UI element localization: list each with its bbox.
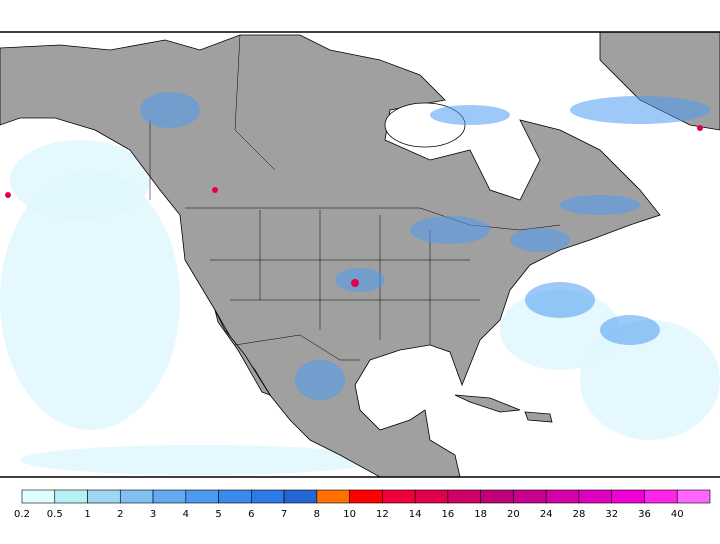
legend-swatch bbox=[414, 489, 449, 504]
ocean-haze bbox=[0, 140, 720, 475]
legend-swatch bbox=[218, 489, 252, 504]
legend-swatch bbox=[54, 489, 88, 504]
legend-label: 16 bbox=[442, 509, 455, 520]
legend-label: 8 bbox=[314, 509, 320, 520]
legend-swatch bbox=[21, 489, 56, 504]
legend-label: 20 bbox=[507, 509, 520, 520]
cuba bbox=[454, 394, 521, 413]
map bbox=[0, 31, 720, 478]
rain-core bbox=[212, 187, 218, 193]
legend-swatch bbox=[611, 489, 645, 504]
legend-label: 14 bbox=[409, 509, 422, 520]
legend-label: 18 bbox=[474, 509, 487, 520]
legend-swatch bbox=[185, 489, 219, 504]
legend-label: 1 bbox=[84, 509, 90, 520]
color-legend: 0.2 0.5 1 2 3 4 5 6 7 8 10 12 14 16 18 20 24 28 32 36 40 bbox=[14, 489, 711, 520]
legend-swatch bbox=[251, 489, 285, 504]
legend-swatch bbox=[382, 489, 416, 504]
legend-label: 6 bbox=[248, 509, 254, 520]
legend-swatch bbox=[119, 489, 154, 504]
rain-core bbox=[697, 125, 703, 131]
legend-swatch bbox=[676, 489, 711, 504]
legend-swatch bbox=[349, 489, 383, 504]
legend-swatch bbox=[152, 489, 187, 504]
legend-label: 24 bbox=[540, 509, 553, 520]
legend-swatch bbox=[316, 489, 350, 504]
legend-swatch bbox=[644, 489, 678, 504]
hispaniola bbox=[524, 411, 553, 423]
baja bbox=[214, 309, 271, 396]
legend-swatch bbox=[480, 489, 514, 504]
legend-swatch bbox=[578, 489, 613, 504]
legend-label: 2 bbox=[117, 509, 123, 520]
rain-core bbox=[351, 279, 359, 287]
legend-label: 10 bbox=[343, 509, 356, 520]
rain-core bbox=[5, 192, 11, 198]
legend-label: 5 bbox=[215, 509, 221, 520]
legend-swatch bbox=[87, 489, 121, 504]
legend-label: 7 bbox=[281, 509, 287, 520]
legend-label: 4 bbox=[183, 509, 189, 520]
legend-swatch bbox=[513, 489, 547, 504]
legend-label: 40 bbox=[671, 509, 684, 520]
legend-label: 28 bbox=[573, 509, 586, 520]
legend-label: 0.2 bbox=[14, 509, 30, 520]
legend-swatch bbox=[447, 489, 481, 504]
legend-label: 36 bbox=[638, 509, 651, 520]
precipitation bbox=[5, 92, 710, 400]
legend-label: 32 bbox=[605, 509, 618, 520]
legend-label: 0.5 bbox=[47, 509, 63, 520]
legend-label: 3 bbox=[150, 509, 156, 520]
legend-label: 12 bbox=[376, 509, 389, 520]
legend-swatch bbox=[283, 489, 318, 504]
legend-swatch bbox=[545, 489, 580, 504]
